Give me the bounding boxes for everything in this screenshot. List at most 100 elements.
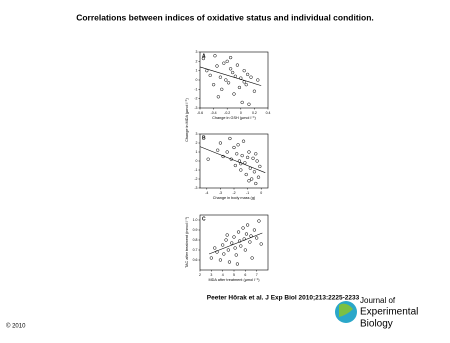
data-point <box>259 242 263 246</box>
y-tick-label: 0.8 <box>193 238 198 242</box>
data-point <box>224 78 228 82</box>
data-point <box>255 236 259 240</box>
x-tick-label: -0.2 <box>224 111 230 115</box>
data-point <box>243 161 247 165</box>
x-tick-label: -0.4 <box>211 111 217 115</box>
y-tick-label: -3 <box>194 106 197 110</box>
data-point <box>228 55 233 60</box>
data-point <box>248 240 252 244</box>
x-axis-label: Change in body mass (g) <box>213 196 256 200</box>
y-tick-label: 0.6 <box>193 258 198 262</box>
data-point <box>244 172 248 177</box>
data-point <box>230 241 234 245</box>
data-point <box>241 226 245 230</box>
data-point <box>250 256 254 260</box>
panel-letter: C <box>202 216 206 222</box>
panel-letter: A <box>202 53 206 59</box>
data-point <box>256 175 261 179</box>
data-point <box>236 230 241 234</box>
logo-text: Biology <box>360 319 393 330</box>
plot-frame <box>199 214 269 271</box>
y-tick-label: -3 <box>194 186 197 190</box>
logo-text: Journal of <box>360 296 396 305</box>
x-tick-label: 0 <box>260 191 262 195</box>
data-point <box>224 238 228 242</box>
data-point <box>245 155 250 160</box>
data-point <box>233 163 238 168</box>
journal-logo: Journal of Experimental Biology <box>335 296 418 330</box>
data-point <box>218 75 223 79</box>
data-point <box>208 73 212 77</box>
data-point <box>230 70 235 75</box>
data-point <box>244 232 249 236</box>
x-tick-label: -2 <box>232 191 235 195</box>
data-point <box>250 177 254 181</box>
data-point <box>213 246 217 250</box>
x-tick-label: 5 <box>233 273 235 277</box>
x-axis-label: MDA after treatment (µmol l⁻¹) <box>208 278 260 282</box>
x-tick-label: 6 <box>244 273 246 277</box>
data-point <box>237 85 242 90</box>
data-point <box>247 179 251 183</box>
y-tick-label: 3 <box>196 132 198 136</box>
y-tick-label: 0 <box>196 78 198 82</box>
data-point <box>247 150 251 154</box>
data-point <box>205 69 209 73</box>
data-point <box>255 159 259 163</box>
x-tick-label: 3 <box>210 273 212 277</box>
data-point <box>240 153 244 158</box>
y-tick-label: 3 <box>196 50 198 54</box>
y-tick-label: 0.9 <box>193 228 198 232</box>
data-point <box>220 87 224 91</box>
data-point <box>243 248 247 252</box>
y-axis-label: TAC after treatment (mmol l⁻¹) <box>185 216 189 268</box>
data-point <box>216 95 221 99</box>
data-point <box>236 143 240 147</box>
data-point <box>247 102 251 106</box>
y-tick-label: -1 <box>194 168 197 172</box>
data-point <box>241 139 246 143</box>
x-tick-label: 7 <box>256 273 258 277</box>
data-point <box>226 248 230 252</box>
data-point <box>235 262 240 266</box>
data-point <box>254 181 258 186</box>
data-point <box>235 63 240 67</box>
data-point <box>225 59 229 63</box>
y-axis-label: Change in MDA (µmol l⁻¹) <box>185 97 189 141</box>
data-point <box>234 253 238 257</box>
data-point <box>232 235 236 239</box>
data-point <box>233 246 237 250</box>
data-point <box>240 100 244 105</box>
data-point <box>215 64 219 68</box>
x-tick-label: 4 <box>222 273 224 277</box>
data-point <box>218 141 223 145</box>
x-tick-label: 0.4 <box>266 111 271 115</box>
y-tick-label: 1 <box>196 150 198 154</box>
data-point <box>228 67 233 71</box>
x-tick-label: -1 <box>246 191 249 195</box>
data-point <box>213 54 217 58</box>
data-point <box>256 78 260 82</box>
x-tick-label: -0.6 <box>197 111 203 115</box>
x-tick-label: 0 <box>240 111 242 115</box>
data-point <box>252 228 257 232</box>
y-tick-label: 2 <box>196 141 198 145</box>
data-point <box>232 92 236 96</box>
data-point <box>252 89 257 93</box>
x-tick-label: -4 <box>205 191 208 195</box>
data-point <box>227 260 232 264</box>
trend-line <box>208 232 263 255</box>
trend-line <box>199 146 266 173</box>
data-point <box>245 72 250 77</box>
data-point <box>226 81 231 85</box>
data-point <box>216 148 220 152</box>
data-point <box>254 152 258 156</box>
copyright: © 2010 <box>6 323 26 330</box>
data-point <box>249 75 253 79</box>
x-tick-label: 0.2 <box>252 111 257 115</box>
data-point <box>251 156 255 160</box>
data-point <box>209 256 213 260</box>
data-point <box>201 56 206 61</box>
slide-title: Correlations between indices of oxidativ… <box>76 12 374 22</box>
data-point <box>222 252 226 256</box>
